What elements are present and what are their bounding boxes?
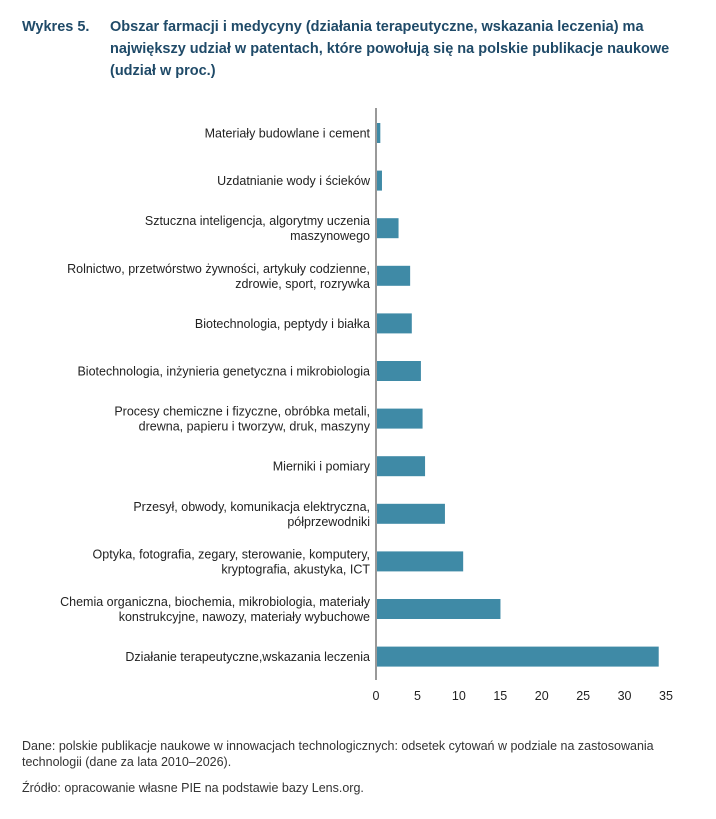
category-label: Przesył, obwody, komunikacja elektryczna… [133,500,370,529]
bar [377,313,412,334]
data-note: Dane: polskie publikacje naukowe w innow… [22,739,654,769]
x-tick-label: 25 [576,689,590,703]
x-tick-label: 30 [618,689,632,703]
title-text: Obszar farmacji i medycyny (działania te… [110,19,670,79]
x-tick-label: 0 [373,689,380,703]
category-label: Chemia organiczna, biochemia, mikrobiolo… [60,595,371,624]
category-label: Sztuczna inteligencja, algorytmy uczenia… [145,214,370,243]
category-label: Mierniki i pomiary [273,460,371,474]
bar [377,408,423,429]
bar [377,123,381,143]
category-label: Biotechnologia, inżynieria genetyczna i … [77,365,370,379]
notes: Dane: polskie publikacje naukowe w innow… [22,738,694,806]
bar [377,503,445,524]
category-label: Uzdatnianie wody i ścieków [217,174,371,188]
category-label: Biotechnologia, peptydy i białka [195,317,370,331]
bar [377,551,464,572]
bar [377,456,426,477]
bar [377,170,382,191]
category-label: Rolnictwo, przetwórstwo żywności, artyku… [67,262,370,291]
x-tick-label: 20 [535,689,549,703]
category-label: Działanie terapeutyczne,wskazania leczen… [125,650,370,664]
bar [377,361,421,381]
category-label: Materiały budowlane i cement [205,127,371,141]
x-tick-label: 5 [414,689,421,703]
category-label: Procesy chemiczne i fizyczne, obróbka me… [114,405,370,434]
bar [377,599,501,619]
bar [377,646,659,667]
figure-number: Wykres 5. [22,19,90,35]
x-tick-label: 10 [452,689,466,703]
category-label: Optyka, fotografia, zegary, sterowanie, … [93,547,371,576]
source-note: Źródło: opracowanie własne PIE na podsta… [22,781,364,795]
bar [377,265,411,286]
x-tick-label: 35 [659,689,673,703]
bar [377,218,399,239]
bar-chart: Materiały budowlane i cement Uzdatnianie … [60,108,673,703]
x-tick-label: 15 [493,689,507,703]
